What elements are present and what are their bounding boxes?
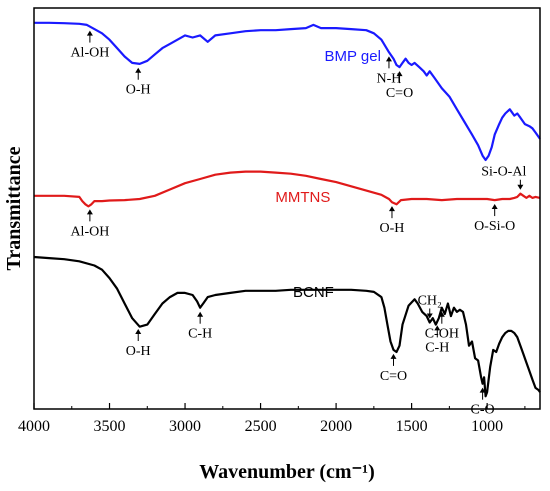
annotation-label: Al-OH	[70, 224, 109, 239]
annotation: C-H	[425, 325, 449, 355]
annotation-label: C-O	[471, 403, 495, 418]
annotation-label: N-H	[377, 71, 402, 86]
series-label: BCNF	[293, 284, 334, 301]
x-axis: 4000 3500 3000 2500 2000 1500 1000	[18, 403, 526, 435]
annotation-label: O-Si-O	[474, 219, 515, 234]
series-line-bcnf	[33, 255, 541, 398]
annotation-label: C-H	[425, 340, 449, 355]
annotation: Al-OH	[70, 30, 109, 61]
annotation: O-H	[126, 67, 151, 98]
annotation-label: O-H	[126, 344, 151, 359]
annotation-label: C-OH	[425, 327, 459, 342]
series-label: MMTNS	[275, 189, 330, 206]
annotation-label: CH₂	[418, 293, 442, 308]
annotation: Al-OH	[70, 209, 109, 239]
annotation: CH₂	[418, 293, 442, 319]
series-line-bmp-gel	[34, 21, 541, 162]
annotation: Si-O-Al	[481, 165, 526, 190]
series-label: BMP gel	[324, 48, 380, 65]
x-tick-label: 3500	[94, 418, 126, 435]
x-tick-label: 1500	[396, 418, 428, 435]
plot-lines	[33, 21, 541, 398]
annotations: Al-OHO-HN-HC=OAl-OH O-H O-Si-OSi-O-AlO-HC-…	[70, 30, 526, 418]
x-tick-label: 2000	[320, 418, 352, 435]
y-axis-title: Transmittance	[3, 146, 25, 270]
x-tick-label: 2500	[245, 418, 277, 435]
annotation-label: C=O	[386, 86, 413, 101]
annotation: C-O	[471, 387, 495, 418]
annotation: C=O	[380, 353, 407, 384]
annotation: O-H	[126, 329, 151, 359]
annotation: O-Si-O	[474, 204, 515, 234]
annotation-label: C-H	[188, 327, 212, 342]
annotation-label: Al-OH	[70, 46, 109, 61]
plot-frame	[33, 7, 541, 410]
annotation: C=O	[386, 71, 413, 101]
annotation: C-OH	[425, 311, 459, 342]
annotation: N-H	[377, 56, 402, 86]
annotation: O-H	[380, 206, 405, 236]
annotation-label: Si-O-Al	[481, 165, 526, 180]
annotation: C-H	[188, 311, 212, 342]
annotation-label: O-H	[380, 221, 405, 236]
annotation-label: C=O	[380, 369, 407, 384]
x-tick-label: 4000	[18, 418, 50, 435]
series-labels: BMP gel MMTNS BCNF	[275, 48, 381, 301]
annotation-label: O-H	[126, 83, 151, 98]
x-axis-title: Wavenumber (cm⁻¹)	[199, 461, 375, 483]
x-tick-label: 1000	[471, 418, 503, 435]
series-line-mmtns	[34, 170, 541, 208]
x-tick-label: 3000	[169, 418, 201, 435]
